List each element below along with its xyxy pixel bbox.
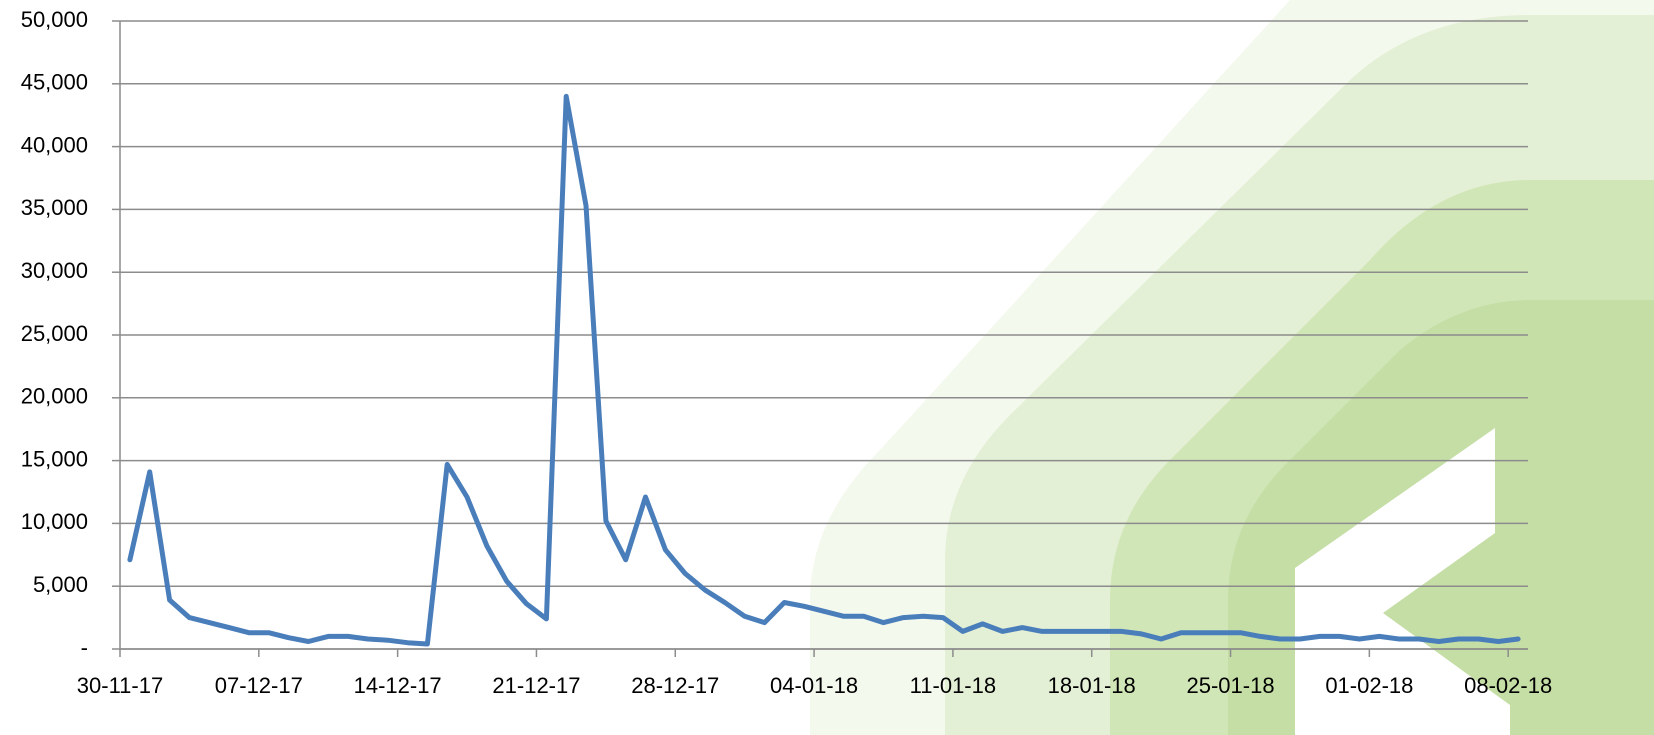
y-tick-label: 30,000 xyxy=(21,258,88,283)
y-tick-label: 15,000 xyxy=(21,446,88,471)
grid xyxy=(120,20,1528,650)
x-tick-label: 30-11-17 xyxy=(77,673,163,698)
x-tick-label: 25-01-18 xyxy=(1186,673,1274,698)
y-tick-label: - xyxy=(81,635,88,660)
x-tick-label: 01-02-18 xyxy=(1325,673,1413,698)
y-tick-label: 25,000 xyxy=(21,321,88,346)
x-tick-label: 14-12-17 xyxy=(354,673,442,698)
x-tick-label: 28-12-17 xyxy=(631,673,719,698)
y-tick-label: 5,000 xyxy=(33,572,88,597)
x-tick-label: 11-01-18 xyxy=(910,673,996,698)
background-logo xyxy=(810,0,1654,735)
x-tick-label: 21-12-17 xyxy=(492,673,580,698)
x-tick-label: 18-01-18 xyxy=(1048,673,1136,698)
data-line xyxy=(127,93,1521,647)
logo-mark xyxy=(1295,428,1510,735)
plot xyxy=(127,93,1521,647)
x-tick-label: 04-01-18 xyxy=(770,673,858,698)
axes: - 5,000 10,000 15,000 20,000 25,000 30,000 35,0… xyxy=(21,7,1553,698)
y-tick-label: 20,000 xyxy=(21,384,88,409)
y-tick-label: 40,000 xyxy=(21,132,88,157)
y-tick-label: 10,000 xyxy=(21,509,88,534)
x-tick-label: 07-12-17 xyxy=(215,673,303,698)
y-tick-label: 50,000 xyxy=(21,7,88,32)
y-tick-label: 35,000 xyxy=(21,195,88,220)
x-tick-label: 08-02-18 xyxy=(1464,673,1552,698)
y-tick-label: 45,000 xyxy=(21,70,88,95)
